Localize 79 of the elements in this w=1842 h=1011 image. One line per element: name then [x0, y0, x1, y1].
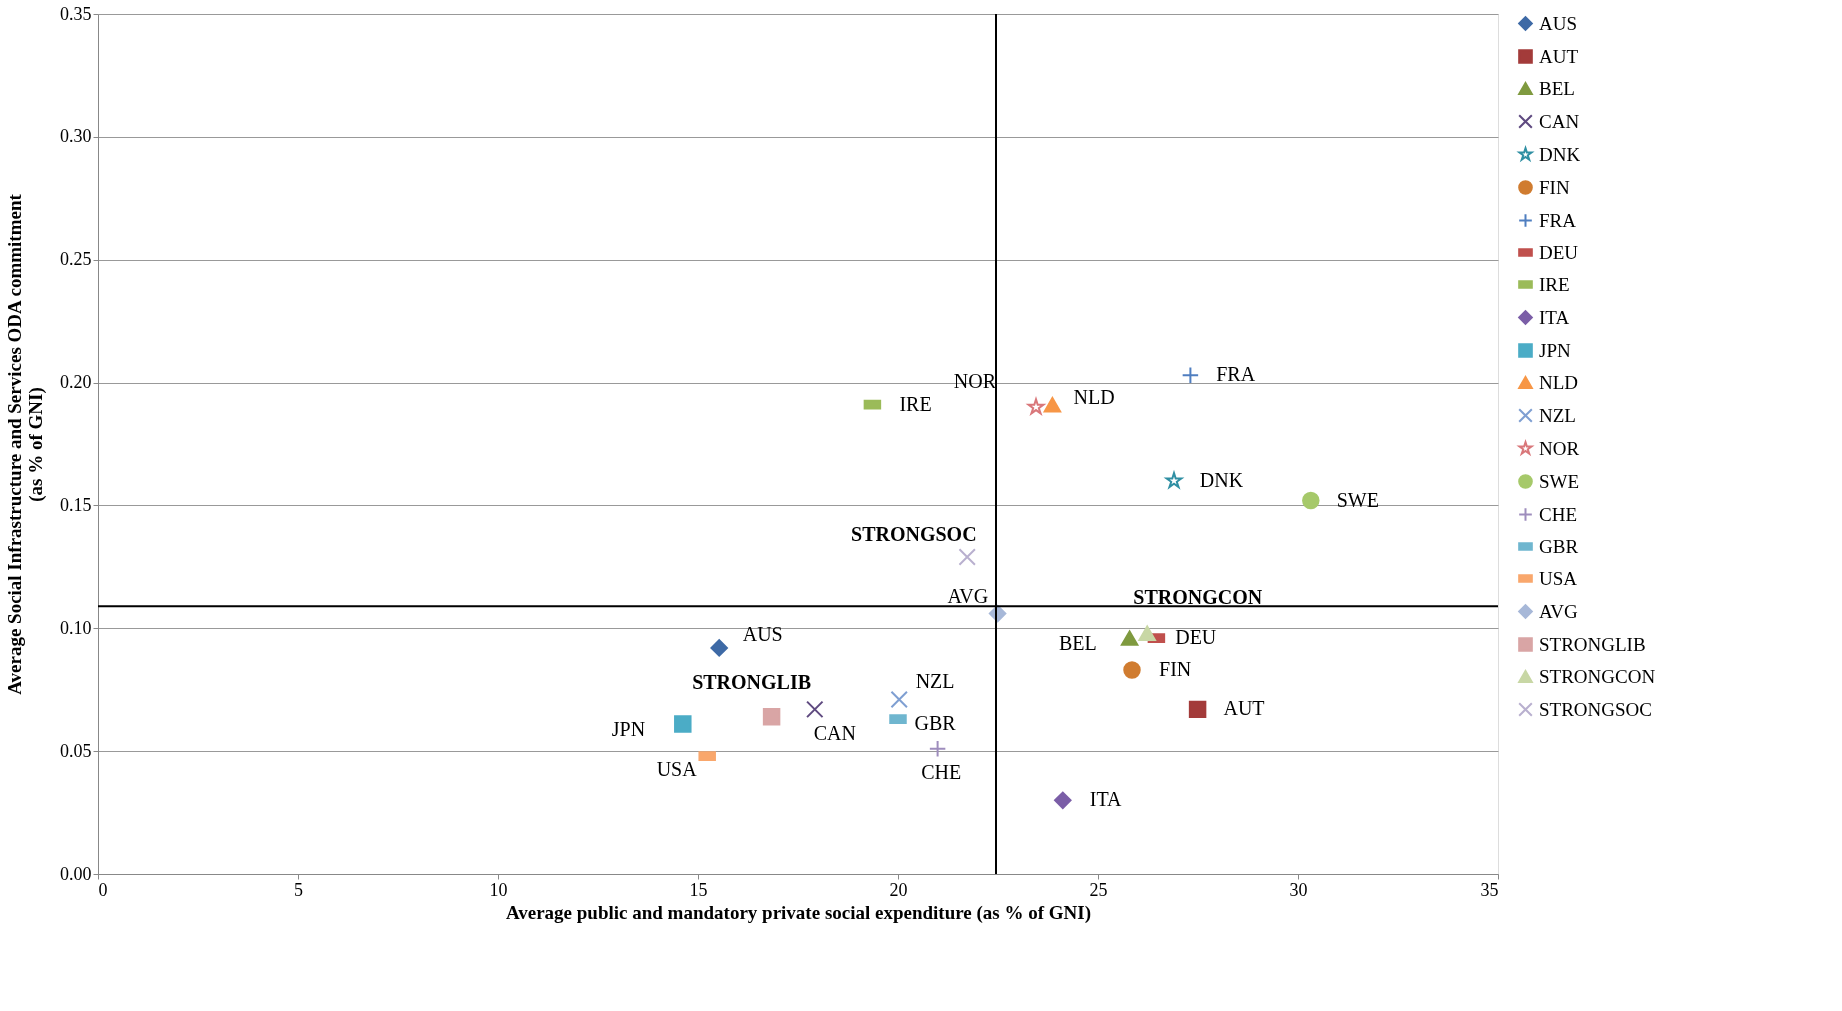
legend-label: AUS: [1539, 12, 1578, 34]
point: [1181, 366, 1200, 384]
legend-label: GBR: [1539, 535, 1579, 557]
point: [674, 715, 692, 733]
legend-label: AUT: [1539, 45, 1579, 67]
text: AVG: [947, 585, 989, 608]
legend-label: DNK: [1539, 143, 1581, 165]
text: USA: [656, 758, 697, 781]
y-tick-label: 0.20: [60, 372, 92, 393]
text: CHE: [921, 761, 962, 784]
y-tick-label: 0.00: [60, 863, 92, 884]
point: [890, 690, 908, 709]
x-tick-label: 5: [294, 879, 303, 900]
legend-label: NLD: [1539, 371, 1579, 393]
text: JPN: [611, 717, 646, 740]
text: STRONGCON: [1133, 585, 1263, 608]
point: [1054, 791, 1072, 810]
text: SWE: [1336, 488, 1379, 511]
legend-label: IRE: [1539, 273, 1570, 295]
text: ITA: [1089, 788, 1122, 811]
text: FRA: [1216, 363, 1256, 386]
text: BEL: [1058, 631, 1097, 654]
point: [1138, 625, 1156, 641]
x-tick-label: 10: [489, 879, 508, 900]
legend-label: ITA: [1539, 306, 1570, 328]
y-tick-label: 0.15: [60, 494, 92, 515]
legend-label: STRONGCON: [1539, 665, 1656, 687]
legend-label: JPN: [1539, 339, 1571, 361]
text: NOR: [953, 370, 997, 393]
x-axis-title: Average public and mandatory private social expenditure (as % of GNI): [505, 901, 1092, 924]
legend-label: AVG: [1539, 600, 1578, 622]
legend-label: NZL: [1539, 404, 1576, 426]
y-axis-title: Average Social Infrastructure and Services ODA commitment (as % of GNI): [4, 193, 47, 695]
point: [1163, 470, 1185, 490]
text: NLD: [1073, 385, 1115, 408]
y-tick-label: 0.05: [60, 740, 92, 761]
legend-label: FRA: [1539, 209, 1577, 231]
legend-label: SWE: [1539, 470, 1580, 492]
x-tick-label: 25: [1089, 879, 1108, 900]
text: STRONGSOC: [851, 522, 977, 545]
legend-label: BEL: [1539, 77, 1575, 99]
text: AUS: [742, 623, 783, 646]
legend-label: STRONGSOC: [1539, 698, 1652, 720]
legend-label: STRONGLIB: [1539, 633, 1646, 655]
legend-label: FIN: [1539, 176, 1570, 198]
y-tick-label: 0.30: [60, 126, 92, 147]
x-tick-label: 20: [889, 879, 908, 900]
text: DEU: [1175, 626, 1217, 649]
text: NZL: [915, 669, 955, 692]
legend-label: CHE: [1539, 503, 1577, 525]
point: [1188, 700, 1207, 719]
x-tick-label: 30: [1289, 879, 1308, 900]
y-tick-label: 0.25: [60, 249, 92, 270]
point: [1120, 630, 1139, 646]
point: [1123, 661, 1141, 679]
legend-label: NOR: [1539, 437, 1580, 459]
text: AUT: [1223, 697, 1265, 720]
y-tick-label: 0.35: [60, 3, 92, 24]
point: [710, 639, 728, 657]
point: [928, 739, 947, 758]
legend-label: CAN: [1539, 110, 1580, 132]
x-tick-label: 0: [98, 879, 108, 900]
text: DNK: [1199, 468, 1244, 491]
x-tick-label: 35: [1480, 879, 1499, 900]
text: GBR: [914, 711, 956, 734]
point: [806, 700, 824, 719]
legend-label: USA: [1539, 567, 1578, 589]
point: [1043, 396, 1062, 413]
y-tick-label: 0.10: [60, 617, 92, 638]
point: [1025, 396, 1047, 416]
text: IRE: [899, 392, 932, 415]
text: FIN: [1159, 658, 1192, 681]
text: STRONGLIB: [692, 670, 812, 693]
point: [762, 708, 781, 726]
x-tick-label: 15: [689, 879, 708, 900]
text: CAN: [813, 722, 856, 745]
point: [1302, 491, 1320, 510]
point: [958, 548, 976, 566]
legend-label: DEU: [1539, 241, 1579, 263]
